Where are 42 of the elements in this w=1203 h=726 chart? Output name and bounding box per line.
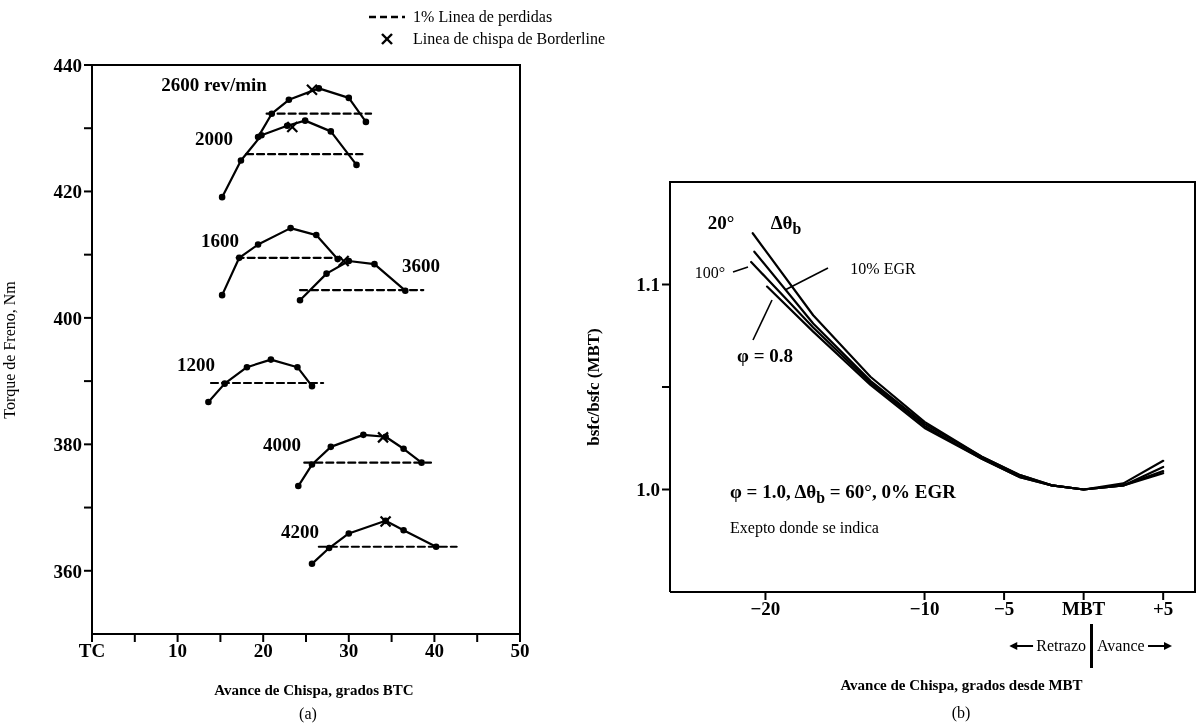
x-tick-label: 50: [510, 640, 530, 662]
y-tick-label: 440: [53, 54, 82, 76]
annotation: 100°: [694, 264, 726, 282]
y-tick-label: 1.0: [636, 479, 660, 501]
y-tick-label: 400: [53, 307, 82, 329]
annotation: 1200: [177, 354, 215, 376]
y-axis-title: Torque de Freno, Nm: [1, 280, 19, 419]
annotation: φ = 0.8: [737, 345, 793, 367]
text: Avance: [1097, 637, 1145, 655]
x-tick-label: +5: [1153, 598, 1174, 620]
text: (b): [951, 704, 971, 722]
x-axis-title: Avance de Chispa, grados BTC: [214, 682, 414, 699]
x-tick-label: 30: [339, 640, 359, 662]
annotation: 4000: [263, 434, 301, 456]
annotation: 2000: [195, 128, 233, 150]
annotation: 1600: [201, 230, 239, 252]
annotation: 4200: [281, 521, 319, 543]
x-tick-label: MBT: [1062, 598, 1106, 620]
legend-label: 1% Linea de perdidas: [413, 8, 553, 26]
x-tick-label: 40: [424, 640, 444, 662]
x-tick-label: TC: [78, 640, 106, 662]
y-axis-title: bsfc/bsfc (MBT): [584, 328, 604, 446]
annotation: Exepto donde se indica: [730, 519, 879, 537]
x-tick-label: −5: [993, 598, 1015, 620]
x-axis-title: Avance de Chispa, grados desde MBT: [840, 677, 1083, 694]
annotation: Δθ$_{b}$: [770, 212, 802, 238]
y-tick-label: 360: [53, 560, 82, 582]
y-tick-label: 1.1: [636, 274, 660, 296]
y-tick-label: 420: [53, 181, 82, 203]
y-tick-label: 380: [53, 434, 82, 456]
annotation: 3600: [402, 255, 440, 277]
annotation: 20°: [707, 212, 735, 234]
x-tick-label: −10: [909, 598, 940, 620]
x-tick-label: −20: [750, 598, 781, 620]
annotation: φ = 1.0, Δθ$_{b}$ = 60°, 0% EGR: [730, 481, 956, 507]
x-tick-label: 20: [253, 640, 273, 662]
annotation: 10% EGR: [850, 260, 916, 278]
annotation: 2600 rev/min: [161, 74, 267, 96]
legend-label: Linea de chispa de Borderline: [413, 30, 605, 48]
text: Retrazo: [1036, 637, 1086, 655]
x-tick-label: 10: [168, 640, 188, 662]
text: (a): [299, 705, 317, 723]
